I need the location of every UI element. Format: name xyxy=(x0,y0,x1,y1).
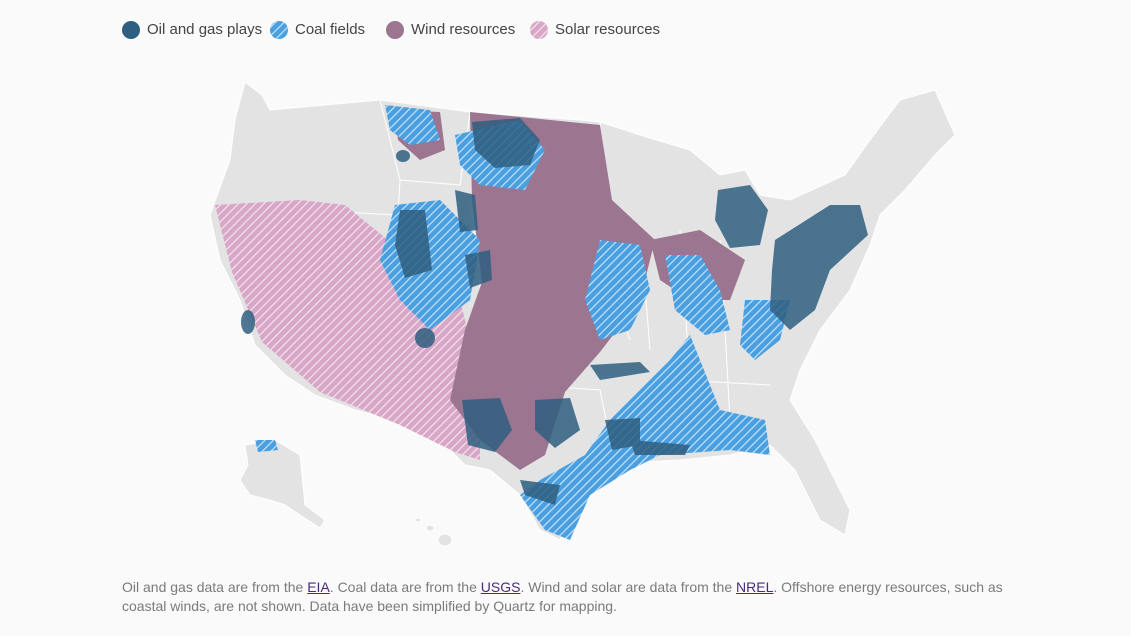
alaska xyxy=(239,439,326,529)
coal-field xyxy=(385,105,440,145)
legend: Oil and gas plays Coal fields Wind resourc… xyxy=(122,21,660,39)
hawaii xyxy=(425,524,435,532)
oil-gas-play xyxy=(462,398,512,452)
oil-gas-play xyxy=(415,328,435,348)
coal-field xyxy=(520,335,770,540)
legend-label: Solar resources xyxy=(555,21,660,38)
oil-gas-play xyxy=(241,310,255,334)
legend-label: Wind resources xyxy=(411,21,515,38)
legend-label: Coal fields xyxy=(295,21,365,38)
wind-region xyxy=(450,112,655,470)
hawaii xyxy=(414,517,422,523)
coal-field xyxy=(585,240,650,340)
oil-gas-play xyxy=(630,440,690,455)
source-link[interactable]: NREL xyxy=(736,579,774,595)
legend-swatch xyxy=(386,21,404,39)
oil-gas-play xyxy=(520,480,560,505)
oil-gas-play xyxy=(472,118,540,168)
legend-swatch xyxy=(530,21,548,39)
oil-gas-layer xyxy=(241,118,868,505)
map: Oil and gas plays Coal fields Wind resourc… xyxy=(122,21,956,547)
oil-gas-play xyxy=(465,250,492,288)
oil-gas-play xyxy=(455,190,478,232)
oil-gas-play xyxy=(396,150,410,162)
oil-gas-play xyxy=(770,205,868,330)
coal-field xyxy=(665,255,730,335)
coal-field xyxy=(255,440,278,452)
note-text: . Coal data are from the xyxy=(329,579,481,595)
note-text: Oil and gas data are from the xyxy=(122,579,308,595)
note-text: . Offshore energy resources, such as coa… xyxy=(122,579,1003,614)
footnote: Oil and gas data are from the EIA. Coal … xyxy=(122,578,1042,616)
source-link[interactable]: USGS xyxy=(480,579,521,595)
legend-swatch xyxy=(122,21,140,39)
legend-swatch xyxy=(270,21,288,39)
source-link[interactable]: EIA xyxy=(307,579,330,595)
note-text: . Wind and solar are data from the xyxy=(520,579,737,595)
oil-gas-play xyxy=(395,210,432,278)
legend-label: Oil and gas plays xyxy=(147,21,262,38)
oil-gas-play xyxy=(535,398,580,448)
hawaii xyxy=(437,533,453,547)
oil-gas-play xyxy=(715,185,768,248)
oil-gas-play xyxy=(590,362,650,380)
